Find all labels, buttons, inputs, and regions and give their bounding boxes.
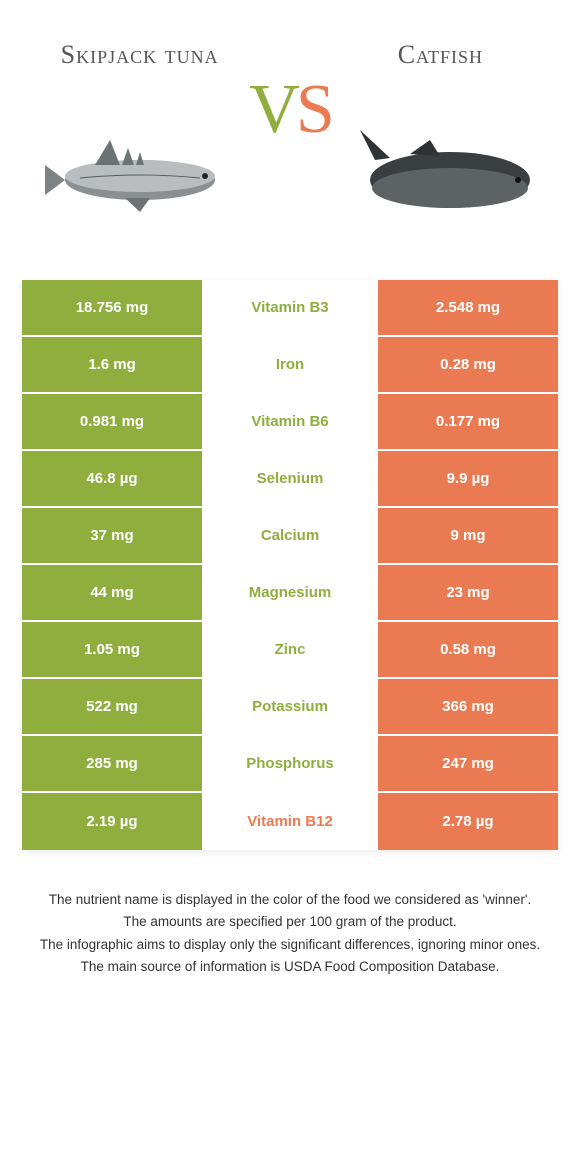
nutrient-label: Iron <box>202 337 378 392</box>
value-left: 522 mg <box>22 679 202 734</box>
food-right-block: Catfish <box>331 20 550 230</box>
value-right: 9 mg <box>378 508 558 563</box>
table-row: 285 mgPhosphorus247 mg <box>22 736 558 793</box>
nutrient-label: Magnesium <box>202 565 378 620</box>
value-right: 247 mg <box>378 736 558 791</box>
nutrient-table: 18.756 mgVitamin B32.548 mg1.6 mgIron0.2… <box>22 280 558 850</box>
table-row: 2.19 µgVitamin B122.78 µg <box>22 793 558 850</box>
table-row: 44 mgMagnesium23 mg <box>22 565 558 622</box>
footnote-line: The amounts are specified per 100 gram o… <box>30 912 550 932</box>
footnote-line: The main source of information is USDA F… <box>30 957 550 977</box>
footnotes: The nutrient name is displayed in the co… <box>30 890 550 977</box>
value-left: 1.6 mg <box>22 337 202 392</box>
value-right: 0.177 mg <box>378 394 558 449</box>
value-right: 2.78 µg <box>378 793 558 850</box>
table-row: 1.05 mgZinc0.58 mg <box>22 622 558 679</box>
value-left: 1.05 mg <box>22 622 202 677</box>
value-right: 366 mg <box>378 679 558 734</box>
comparison-header: Skipjack tuna VS Catfish <box>0 0 580 240</box>
value-right: 0.58 mg <box>378 622 558 677</box>
nutrient-label: Vitamin B12 <box>202 793 378 850</box>
table-row: 522 mgPotassium366 mg <box>22 679 558 736</box>
footnote-line: The nutrient name is displayed in the co… <box>30 890 550 910</box>
value-right: 0.28 mg <box>378 337 558 392</box>
nutrient-label: Vitamin B3 <box>202 280 378 335</box>
food-right-title: Catfish <box>398 20 483 90</box>
table-row: 1.6 mgIron0.28 mg <box>22 337 558 394</box>
value-left: 285 mg <box>22 736 202 791</box>
food-left-block: Skipjack tuna <box>30 20 249 230</box>
vs-v: V <box>249 70 296 150</box>
vs-s: S <box>296 70 331 150</box>
table-row: 37 mgCalcium9 mg <box>22 508 558 565</box>
vs-label: VS <box>249 70 331 180</box>
value-left: 18.756 mg <box>22 280 202 335</box>
food-right-image <box>340 110 540 230</box>
value-left: 2.19 µg <box>22 793 202 850</box>
nutrient-label: Potassium <box>202 679 378 734</box>
value-right: 9.9 µg <box>378 451 558 506</box>
value-right: 2.548 mg <box>378 280 558 335</box>
footnote-line: The infographic aims to display only the… <box>30 935 550 955</box>
table-row: 0.981 mgVitamin B60.177 mg <box>22 394 558 451</box>
nutrient-label: Selenium <box>202 451 378 506</box>
value-left: 46.8 µg <box>22 451 202 506</box>
nutrient-label: Vitamin B6 <box>202 394 378 449</box>
table-row: 18.756 mgVitamin B32.548 mg <box>22 280 558 337</box>
nutrient-label: Phosphorus <box>202 736 378 791</box>
food-left-title: Skipjack tuna <box>61 20 219 90</box>
value-left: 0.981 mg <box>22 394 202 449</box>
food-left-image <box>40 110 240 230</box>
nutrient-label: Calcium <box>202 508 378 563</box>
value-right: 23 mg <box>378 565 558 620</box>
nutrient-label: Zinc <box>202 622 378 677</box>
table-row: 46.8 µgSelenium9.9 µg <box>22 451 558 508</box>
value-left: 44 mg <box>22 565 202 620</box>
value-left: 37 mg <box>22 508 202 563</box>
